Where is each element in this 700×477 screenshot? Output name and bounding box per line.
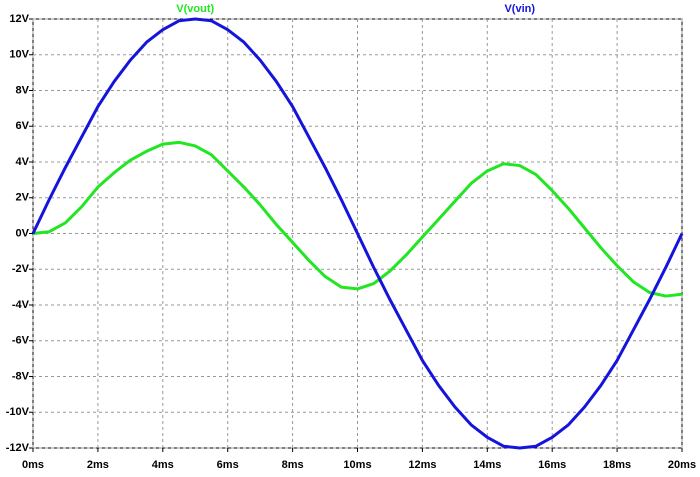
x-tick-label: 10ms: [343, 459, 371, 471]
y-tick-label: 12V: [9, 13, 29, 25]
y-tick-label: 8V: [16, 84, 30, 96]
x-tick-label: 20ms: [668, 459, 696, 471]
y-tick-label: 6V: [16, 120, 30, 132]
y-tick-label: -4V: [12, 299, 30, 311]
legend-label: V(vin): [504, 3, 535, 15]
y-tick-label: -8V: [12, 370, 30, 382]
series-line: [31, 17, 684, 450]
series-line: [32, 140, 683, 298]
y-tick-label: -2V: [12, 263, 30, 275]
y-tick-label: -12V: [6, 442, 30, 454]
x-tick-label: 4ms: [152, 459, 174, 471]
x-tick-label: 12ms: [408, 459, 436, 471]
x-tick-label: 0ms: [22, 459, 44, 471]
y-tick-label: -10V: [6, 406, 30, 418]
x-tick-label: 14ms: [473, 459, 501, 471]
x-tick-label: 2ms: [87, 459, 109, 471]
y-tick-label: 4V: [16, 156, 30, 168]
x-tick-label: 16ms: [538, 459, 566, 471]
x-tick-label: 18ms: [603, 459, 631, 471]
y-tick-label: 10V: [9, 49, 29, 61]
x-tick-label: 6ms: [217, 459, 239, 471]
y-tick-label: 2V: [16, 192, 30, 204]
x-tick-label: 8ms: [282, 459, 304, 471]
y-tick-label: 0V: [16, 227, 30, 239]
y-tick-label: -6V: [12, 335, 30, 347]
legend-label: V(vout): [176, 3, 214, 15]
